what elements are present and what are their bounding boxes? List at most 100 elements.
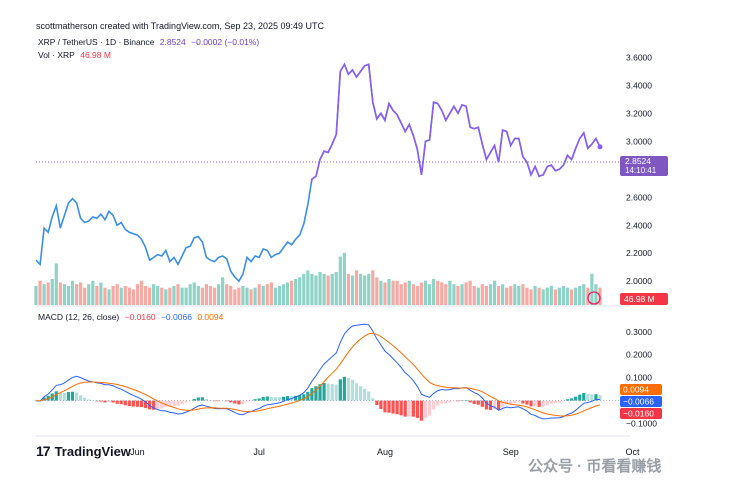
- macd-hist-bar: [83, 397, 87, 401]
- macd-hist-bar: [180, 400, 184, 405]
- time-axis-label: Oct: [625, 447, 640, 457]
- price-axis-label: 2.6000: [626, 192, 652, 202]
- macd-hist-bar: [415, 400, 420, 418]
- macd-hist-bar: [70, 391, 75, 401]
- price-value: 2.8524: [159, 37, 186, 47]
- volume-bar: [79, 282, 83, 305]
- macd-hist-bar: [594, 394, 598, 401]
- volume-legend[interactable]: Vol · XRP 46.98 M: [38, 50, 114, 60]
- macd-hist-value: −0.0160: [124, 312, 156, 322]
- volume-bar: [496, 285, 501, 305]
- volume-bar: [66, 285, 71, 305]
- macd-hist-bar: [582, 393, 586, 401]
- volume-bar: [119, 287, 123, 305]
- volume-bar: [561, 285, 566, 305]
- volume-bar: [448, 280, 452, 305]
- volume-bar: [123, 285, 127, 305]
- volume-bar: [517, 285, 521, 305]
- volume-bar: [565, 287, 570, 305]
- volume-bar: [367, 273, 371, 305]
- macd-hist-bar: [249, 400, 253, 402]
- volume-bar: [472, 285, 476, 305]
- volume-bar: [99, 282, 103, 305]
- macd-hist-bar: [565, 399, 570, 401]
- volume-bar: [350, 275, 355, 305]
- macd-hist-bar: [103, 400, 107, 403]
- macd-hist-bar: [359, 386, 363, 401]
- macd-legend[interactable]: MACD (12, 26, close) −0.0160 −0.0066 0.0…: [38, 312, 226, 322]
- volume-bar: [432, 279, 436, 305]
- volume-bar: [537, 287, 541, 305]
- macd-hist-bar: [143, 400, 148, 408]
- volume-bar: [257, 284, 261, 305]
- tradingview-brand[interactable]: 17 TradingView: [36, 443, 131, 459]
- volume-bar: [399, 284, 403, 305]
- macd-hist-bar: [419, 400, 424, 421]
- macd-hist-bar: [557, 400, 562, 403]
- volume-bar: [423, 280, 428, 305]
- macd-hist-bar: [501, 400, 505, 407]
- macd-hist-bar: [529, 400, 533, 407]
- volume-bar: [237, 287, 241, 305]
- volume-bar: [525, 287, 529, 305]
- volume-bar: [578, 285, 582, 305]
- volume-bar: [62, 284, 67, 305]
- volume-bar: [545, 287, 549, 305]
- volume-bar: [83, 287, 87, 305]
- volume-bar: [216, 284, 221, 305]
- symbol-legend[interactable]: XRP / TetherUS · 1D · Binance 2.8524 −0.…: [38, 37, 262, 47]
- macd-hist-bar: [541, 400, 545, 407]
- volume-bar: [253, 287, 257, 305]
- volume-bar: [74, 284, 79, 305]
- macd-hist-bar: [156, 400, 160, 410]
- volume-bar: [54, 263, 58, 305]
- macd-hist-bar: [521, 400, 525, 404]
- volume-bar: [139, 280, 144, 305]
- volume-bar: [290, 280, 294, 305]
- macd-hist-bar: [375, 400, 379, 406]
- volume-bar: [334, 272, 338, 305]
- volume-bar: [582, 284, 586, 305]
- macd-hist-bar: [480, 400, 484, 407]
- volume-bar: [42, 284, 46, 305]
- macd-hist-bar: [440, 400, 444, 404]
- time-axis-label: Jun: [130, 447, 145, 457]
- macd-hist-bar: [152, 400, 156, 410]
- macd-axis-label: −0.1000: [626, 419, 657, 429]
- macd-hist-bar: [58, 392, 62, 401]
- volume-bar: [192, 282, 196, 305]
- macd-hist-bar: [111, 400, 115, 403]
- macd-hist-bar: [257, 398, 261, 401]
- macd-hist-bar: [87, 399, 91, 401]
- volume-bar: [492, 280, 497, 305]
- volume-bar: [46, 282, 50, 305]
- macd-hist-bar: [225, 400, 229, 402]
- tradingview-logo-icon: 17: [36, 443, 51, 459]
- volume-bar: [310, 273, 314, 305]
- macd-hist-bar: [245, 400, 249, 402]
- last-price-badge: [620, 155, 668, 176]
- volume-bar: [208, 285, 213, 305]
- volume-bar: [594, 284, 598, 305]
- volume-bar: [103, 287, 107, 305]
- macd-hist-bar: [131, 400, 135, 407]
- macd-hist-bar: [310, 388, 314, 401]
- macd-hist-bar: [472, 400, 476, 404]
- macd-hist-bar: [119, 400, 123, 405]
- countdown-text: 14:10:41: [625, 166, 657, 175]
- macd-value-badge: [620, 396, 662, 407]
- last-price-text: 2.8524: [625, 156, 651, 166]
- macd-hist-bar: [326, 383, 330, 401]
- macd-hist-bar: [423, 400, 428, 419]
- macd-hist-bar: [204, 398, 209, 401]
- price-axis-label: 3.2000: [626, 108, 652, 118]
- volume-bar: [172, 285, 176, 305]
- volume-badge-text: 46.98 M: [624, 294, 655, 304]
- macd-hist-bar: [391, 400, 395, 414]
- price-line-upper: [310, 62, 601, 184]
- price-line-lower: [35, 62, 601, 283]
- macd-hist-bar: [127, 400, 131, 407]
- volume-bar: [541, 289, 545, 305]
- volume-bar: [180, 287, 184, 305]
